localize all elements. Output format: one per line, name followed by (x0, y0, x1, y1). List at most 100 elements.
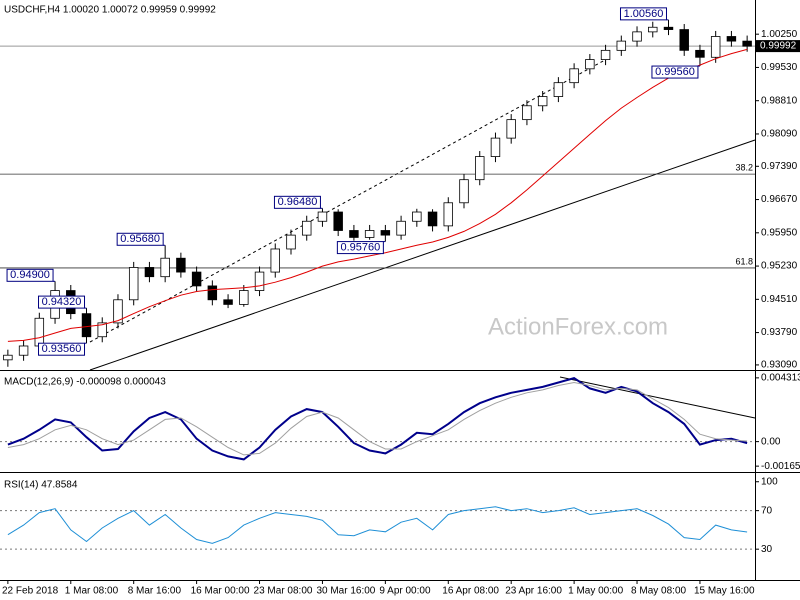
candle-body (176, 257, 186, 273)
panel-title: USDCHF,H4 1.00020 1.00072 0.99959 0.9999… (4, 5, 216, 16)
price-label: 0.96480 (278, 196, 318, 208)
x-tick-label: 22 Feb 2018 (2, 586, 59, 597)
macd-trendline (559, 376, 756, 419)
price-label-box (116, 232, 164, 246)
x-tick-label: 23 Apr 16:00 (505, 586, 562, 597)
y-tick-label: 0.94510 (761, 294, 798, 305)
candle-body (317, 211, 328, 222)
candle-body (742, 40, 752, 47)
price-label-box (651, 65, 699, 79)
y-tick-label: 1.00250 (761, 29, 798, 40)
candle-body (81, 313, 92, 338)
candle-body (553, 82, 564, 97)
price-label: 1.00560 (624, 8, 664, 20)
fib-label: 61.8 (735, 256, 753, 266)
fib-label: 38.2 (735, 163, 753, 173)
candle-body (191, 271, 202, 287)
candle-body (301, 220, 312, 236)
candle-body (663, 26, 674, 30)
price-label-box (38, 342, 86, 356)
price-label: 0.94900 (10, 269, 50, 281)
candle-body (160, 257, 170, 278)
price-label-box (619, 7, 667, 21)
candle-body (144, 267, 155, 278)
candle-body (207, 285, 218, 301)
last-price-box (756, 40, 800, 53)
last-price-label: 0.99992 (760, 41, 797, 52)
candle-body (333, 211, 343, 231)
candle-body (522, 105, 532, 121)
indicator-line (7, 381, 748, 456)
y-tick-label: 0.00 (761, 436, 781, 447)
y-tick-label: 70 (761, 505, 773, 516)
candle-body (128, 267, 139, 301)
x-tick-label: 8 Mar 16:00 (128, 586, 182, 597)
candle-body (239, 290, 249, 305)
y-tick-label: 0.004313 (761, 373, 800, 384)
x-tick-label: 16 Apr 08:00 (442, 586, 499, 597)
candle-body (585, 59, 595, 70)
candle-body (18, 345, 29, 356)
candle-body (412, 211, 422, 222)
price-label-box (273, 195, 321, 209)
candle-body (726, 36, 737, 42)
panel-title: RSI(14) 47.8584 (4, 480, 78, 491)
candle-body (3, 354, 13, 361)
x-tick-label: 23 Mar 08:00 (254, 586, 313, 597)
candle-body (380, 230, 391, 236)
indicator-line (7, 377, 748, 461)
candle-body (632, 31, 642, 42)
x-tick-label: 15 May 16:00 (694, 586, 755, 597)
x-tick-label: 8 May 08:00 (631, 586, 686, 597)
x-tick-label: 1 May 00:00 (568, 586, 623, 597)
candle-body (97, 322, 107, 338)
candle-body (223, 299, 233, 305)
x-tick-label: 9 Apr 00:00 (379, 586, 431, 597)
y-tick-label: 0.97390 (761, 161, 798, 172)
candle-body (537, 96, 548, 107)
y-tick-label: -0.001659 (761, 461, 800, 472)
candle-body (427, 211, 438, 227)
x-tick-label: 1 Mar 08:00 (65, 586, 119, 597)
indicator-line (7, 506, 748, 544)
y-tick-label: 0.95230 (761, 261, 798, 272)
candle-body (648, 26, 658, 33)
price-label: 0.93560 (42, 343, 82, 355)
watermark: ActionForex.com (488, 313, 668, 340)
candle-body (396, 220, 406, 236)
candle-body (679, 29, 689, 51)
y-tick-label: 0.96670 (761, 194, 798, 205)
y-tick-label: 0.95950 (761, 227, 798, 238)
moving-average (7, 48, 748, 342)
y-tick-label: 100 (761, 476, 778, 487)
y-tick-label: 0.99530 (761, 62, 798, 73)
candle-body (254, 271, 265, 291)
candle-body (710, 36, 721, 58)
y-tick-label: 0.98810 (761, 95, 798, 106)
y-tick-label: 0.93090 (761, 360, 798, 371)
price-label: 0.95760 (340, 241, 380, 253)
price-label-box (38, 295, 86, 309)
candle-body (616, 40, 627, 51)
price-label: 0.95680 (120, 233, 160, 245)
support-trendline (89, 139, 756, 371)
channel-line (89, 59, 606, 343)
price-label-box (336, 241, 384, 255)
candle-body (490, 137, 501, 157)
candle-body (506, 119, 516, 139)
candle-body (459, 179, 469, 204)
candle-body (349, 230, 359, 238)
candle-body (286, 234, 296, 250)
price-label: 0.94320 (42, 296, 82, 308)
candle-body (695, 49, 705, 58)
candle-body (113, 299, 123, 324)
x-tick-label: 30 Mar 16:00 (316, 586, 375, 597)
candle-body (443, 202, 454, 227)
y-tick-label: 0.98090 (761, 129, 798, 140)
candle-body (475, 156, 485, 181)
price-label: 0.99560 (655, 66, 695, 78)
y-tick-label: 30 (761, 544, 773, 555)
panel-title: MACD(12,26,9) -0.000098 0.000043 (4, 377, 166, 388)
y-tick-label: 0.93790 (761, 327, 798, 338)
candle-body (364, 230, 375, 238)
